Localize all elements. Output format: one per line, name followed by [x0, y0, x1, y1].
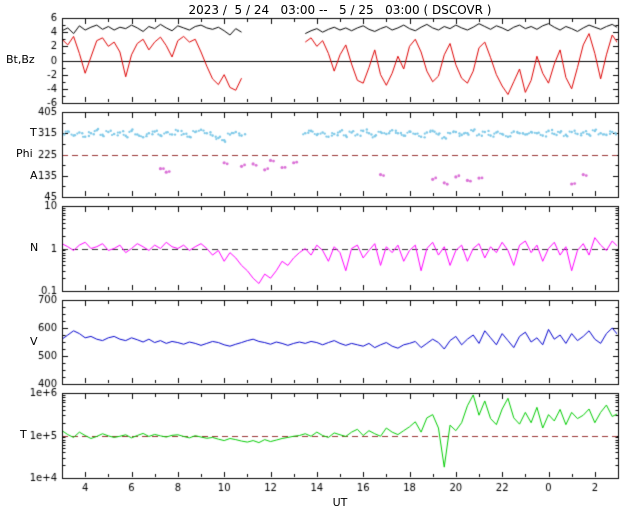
axis-label-t-toward: T [30, 126, 37, 139]
axis-label-speed: V [30, 335, 38, 348]
x-axis-label: UT [332, 496, 348, 509]
axis-label-phi: Phi [16, 147, 33, 160]
axis-label-btbz: Bt,Bz [6, 53, 35, 66]
axis-label-density: N [30, 241, 39, 254]
plot-title: 2023 / 5 / 24 03:00 -- 5 / 25 03:00 ( DS… [188, 3, 492, 17]
axis-label-temperature: T [20, 428, 27, 441]
axis-label-a-away: A [30, 169, 38, 182]
